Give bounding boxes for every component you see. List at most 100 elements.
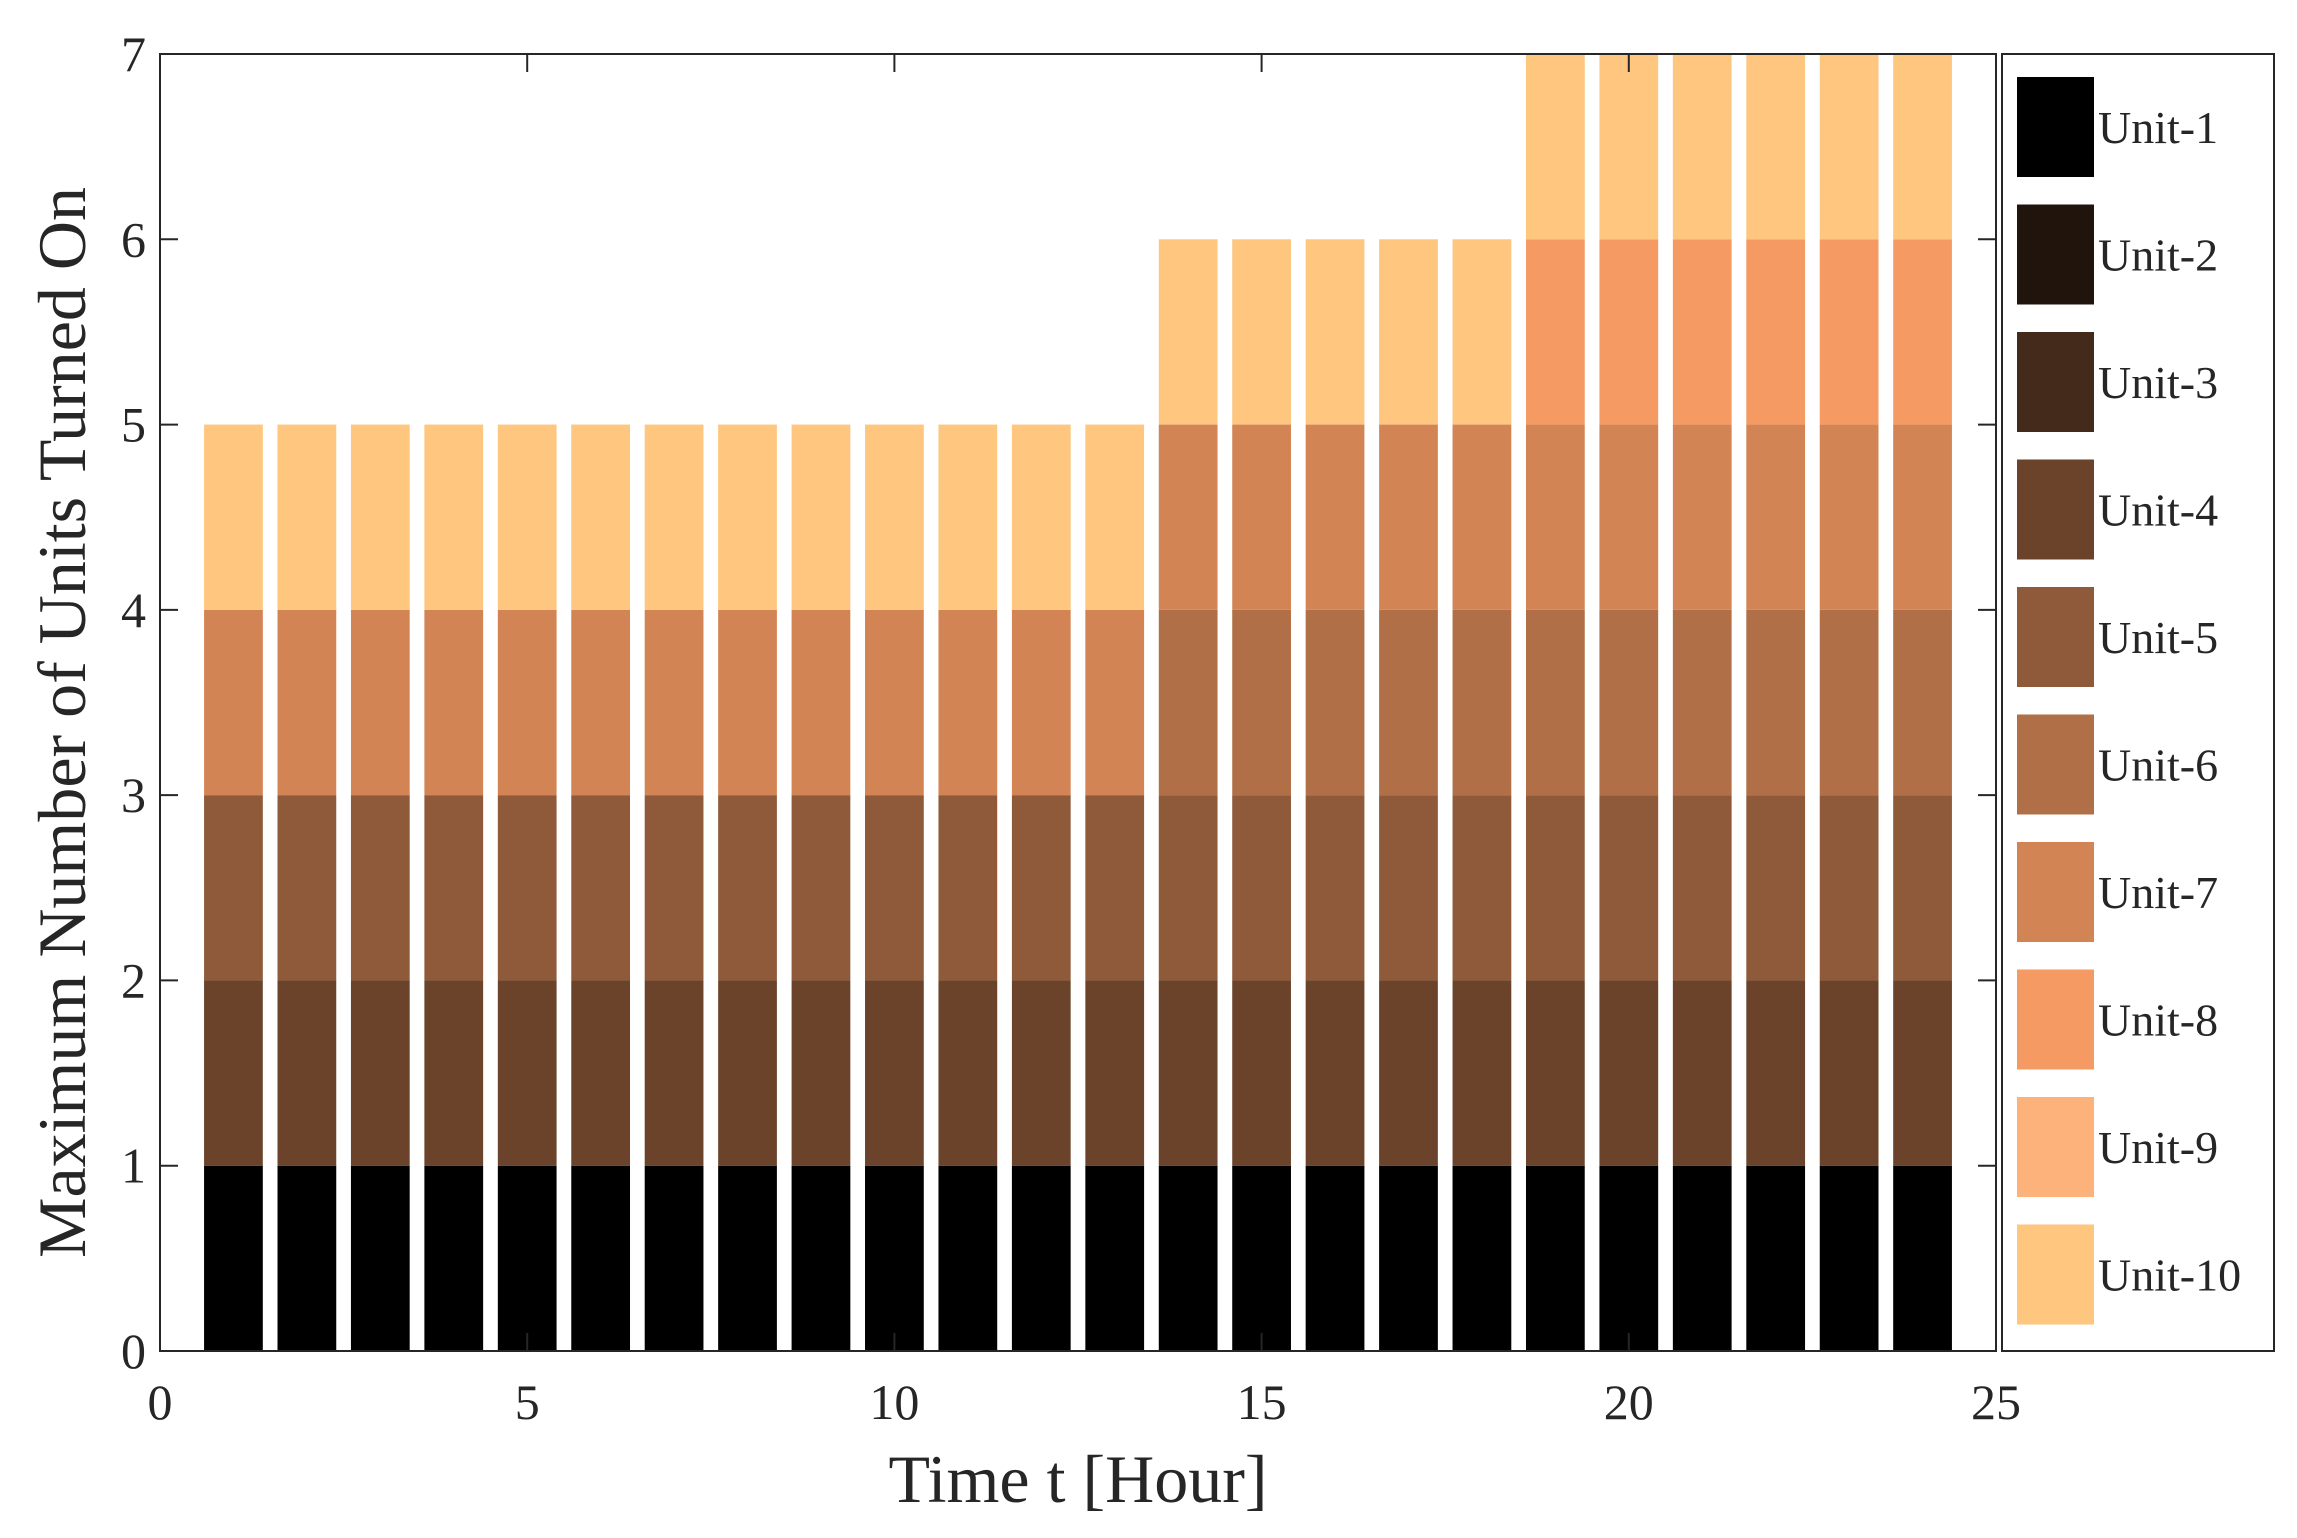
bar-segment-h15-unit7 [1232,424,1291,610]
bar-segment-h18-unit7 [1452,424,1512,610]
legend-label: Unit-6 [2098,740,2218,791]
bar-segment-h20-unit10 [1599,54,1659,240]
bar-segment-h24-unit4 [1893,980,1952,1166]
bar-segment-h12-unit1 [1011,1165,1071,1351]
bar-segment-h23-unit7 [1819,424,1879,610]
bar-segment-h24-unit7 [1893,424,1952,610]
bar-segment-h23-unit10 [1819,54,1879,240]
bar-segment-h20-unit8 [1599,239,1659,425]
bar-segment-h1-unit10 [204,424,263,610]
bar-segment-h3-unit5 [350,795,410,981]
bar-segment-h20-unit7 [1599,424,1659,610]
bar-segment-h20-unit1 [1599,1165,1659,1351]
bars-layer [204,54,1952,1351]
bar-segment-h8-unit10 [718,424,777,610]
bar-segment-h23-unit4 [1819,980,1879,1166]
bar-segment-h4-unit10 [424,424,484,610]
bar-segment-h13-unit4 [1085,980,1145,1166]
bar-segment-h11-unit10 [938,424,998,610]
y-tick-label: 6 [121,211,146,267]
bar-segment-h19-unit10 [1525,54,1585,240]
bar-segment-h4-unit4 [424,980,484,1166]
bar-segment-h10-unit7 [865,609,924,796]
legend-swatch [2017,587,2094,687]
bar-segment-h20-unit6 [1599,609,1659,796]
bar-segment-h10-unit5 [865,795,924,981]
plot-area-frame [159,53,1997,1352]
bar-segment-h22-unit8 [1746,239,1806,425]
legend-label: Unit-4 [2098,485,2218,536]
bar-segment-h23-unit5 [1819,795,1879,981]
bar-segment-h24-unit5 [1893,795,1952,981]
bar-segment-h1-unit7 [204,609,263,796]
bar-segment-h22-unit6 [1746,609,1806,796]
legend-swatch [2017,332,2094,432]
bar-segment-h14-unit7 [1158,424,1218,610]
bar-segment-h5-unit1 [497,1165,557,1351]
bar-segment-h14-unit6 [1158,609,1218,796]
bar-segment-h18-unit4 [1452,980,1512,1166]
bar-segment-h24-unit10 [1893,54,1952,240]
bar-segment-h17-unit6 [1379,609,1438,796]
y-tick-label: 0 [121,1323,146,1379]
bar-segment-h7-unit1 [644,1165,704,1351]
bar-segment-h15-unit5 [1232,795,1291,981]
bar-segment-h18-unit5 [1452,795,1512,981]
legend-swatch [2017,459,2094,560]
legend-swatch [2017,204,2094,305]
bar-segment-h21-unit1 [1672,1165,1732,1351]
x-tick-label: 20 [1604,1374,1654,1430]
legend-label: Unit-3 [2098,357,2218,408]
x-tick-label: 10 [869,1374,919,1430]
bar-segment-h19-unit1 [1525,1165,1585,1351]
bar-segment-h10-unit4 [865,980,924,1166]
bar-segment-h23-unit8 [1819,239,1879,425]
bar-segment-h7-unit5 [644,795,704,981]
legend-label: Unit-10 [2098,1250,2241,1301]
bar-segment-h17-unit7 [1379,424,1438,610]
bar-segment-h4-unit1 [424,1165,484,1351]
bar-segment-h21-unit10 [1672,54,1732,240]
bar-segment-h10-unit1 [865,1165,924,1351]
bar-segment-h14-unit1 [1158,1165,1218,1351]
bar-segment-h24-unit1 [1893,1165,1952,1351]
bar-segment-h3-unit1 [350,1165,410,1351]
bar-segment-h16-unit7 [1305,424,1365,610]
bar-segment-h8-unit7 [718,609,777,796]
x-tick-label: 25 [1971,1374,2021,1430]
bar-segment-h24-unit6 [1893,609,1952,796]
legend-label: Unit-2 [2098,230,2218,281]
bar-segment-h12-unit5 [1011,795,1071,981]
bar-segment-h19-unit6 [1525,609,1585,796]
bar-segment-h1-unit1 [204,1165,263,1351]
y-tick-label: 7 [121,26,146,82]
legend-label: Unit-1 [2098,102,2218,153]
bar-segment-h15-unit1 [1232,1165,1291,1351]
bar-segment-h11-unit7 [938,609,998,796]
bar-segment-h3-unit10 [350,424,410,610]
bar-segment-h14-unit4 [1158,980,1218,1166]
bar-segment-h17-unit1 [1379,1165,1438,1351]
bar-segment-h5-unit7 [497,609,557,796]
bar-segment-h23-unit1 [1819,1165,1879,1351]
bar-segment-h12-unit4 [1011,980,1071,1166]
bar-segment-h15-unit6 [1232,609,1291,796]
bar-segment-h18-unit1 [1452,1165,1512,1351]
bar-segment-h13-unit5 [1085,795,1145,981]
bar-segment-h11-unit1 [938,1165,998,1351]
y-tick-label: 4 [121,582,146,638]
bar-segment-h8-unit5 [718,795,777,981]
legend-label: Unit-7 [2098,867,2218,918]
bar-segment-h16-unit4 [1305,980,1365,1166]
legend-label: Unit-8 [2098,995,2218,1046]
legend-label: Unit-5 [2098,612,2218,663]
bar-segment-h13-unit10 [1085,424,1145,610]
legend-swatch [2017,969,2094,1070]
x-tick-label: 15 [1237,1374,1287,1430]
bar-segment-h4-unit5 [424,795,484,981]
legend-swatch [2017,1097,2094,1197]
bar-segment-h4-unit7 [424,609,484,796]
bar-segment-h21-unit5 [1672,795,1732,981]
legend-label: Unit-9 [2098,1122,2218,1173]
